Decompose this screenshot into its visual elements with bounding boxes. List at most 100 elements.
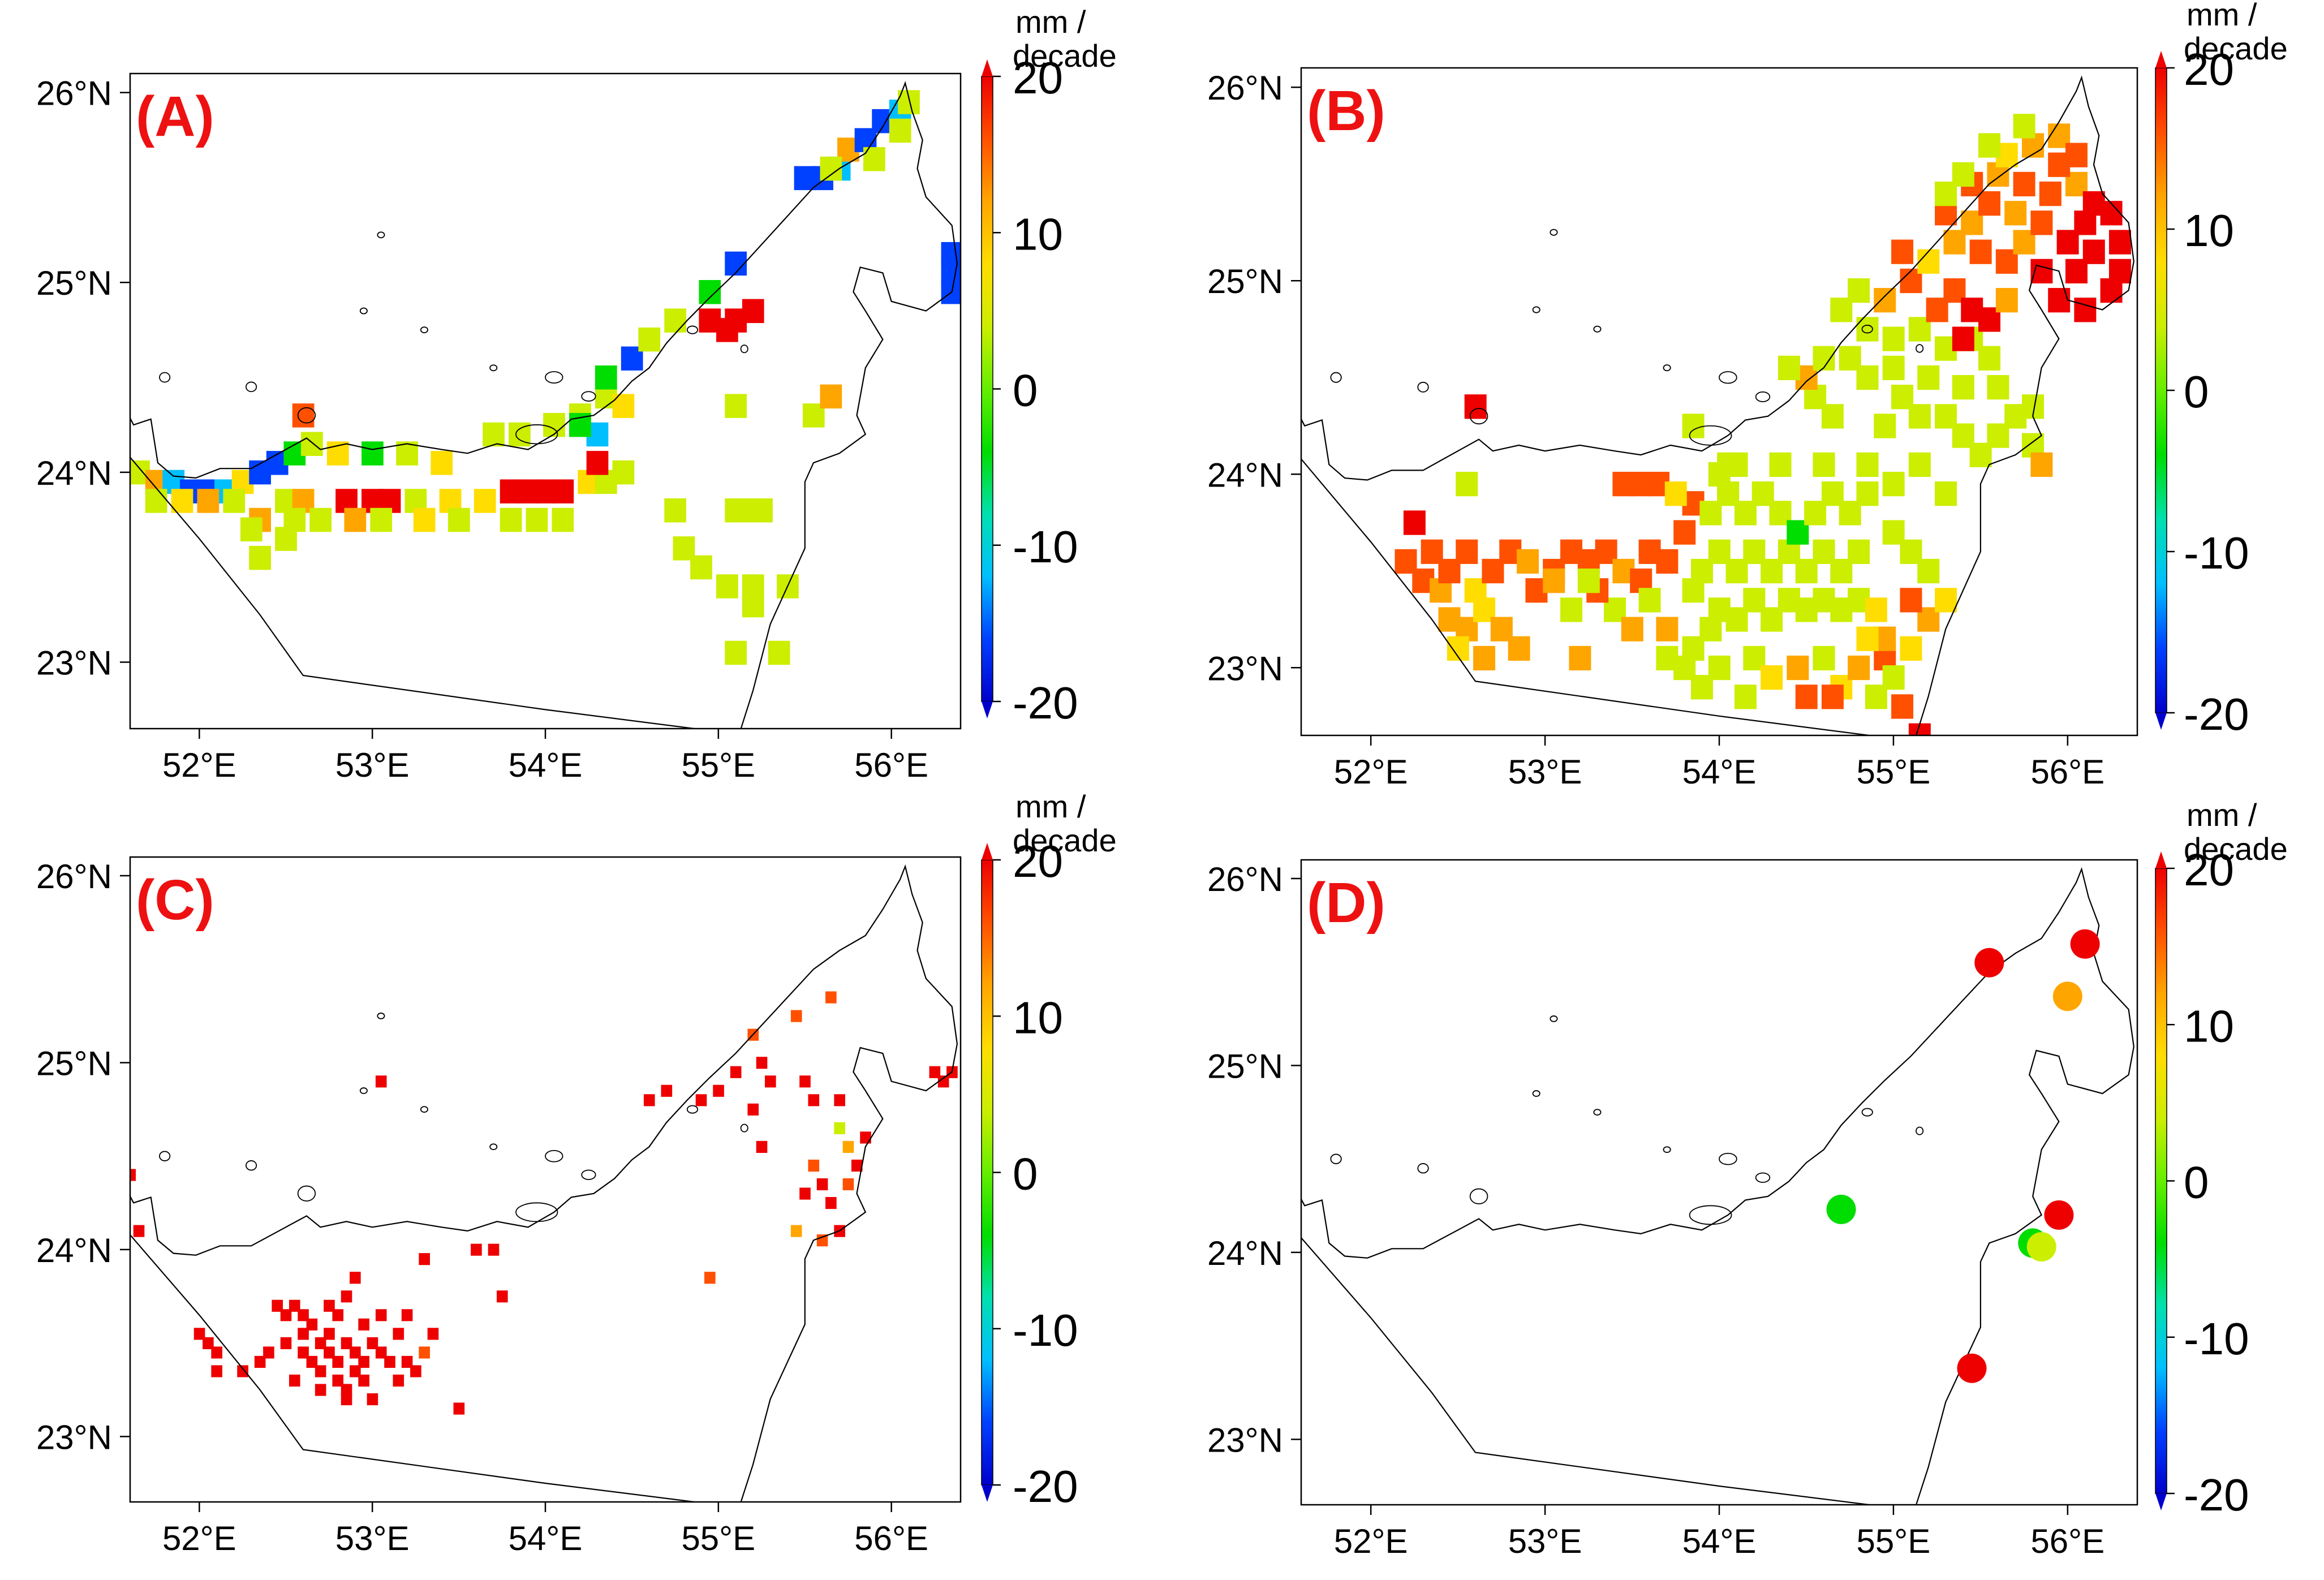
panel-label: (D) [1307,871,1385,935]
grid-cell [1673,520,1696,545]
grid-cell [1891,694,1914,719]
grid-cell [298,1346,309,1359]
grid-cell [2100,201,2123,226]
grid-cell [1682,414,1705,438]
colorbar-tick-label: -10 [1013,522,1078,572]
colorbar-tick-label: 10 [1013,992,1063,1043]
grid-cell [1456,539,1478,564]
grid-cell [358,1374,369,1387]
lat-tick-label: 25°N [36,1044,112,1082]
grid-cell [747,1103,759,1116]
grid-cell [431,451,453,475]
grid-cell [1856,317,1879,342]
map-panel-d: (D) 52°E 53°E 54°E 55°E 56°E 26°N 25°N 24°N 23°N [1207,859,2138,1560]
island-outline [489,1143,498,1151]
grid-cell [1795,684,1818,709]
colorbar-arrow-top [2155,851,2167,868]
colorbar-unit-line1: mm / [1015,789,1086,824]
lon-tick-label: 52°E [1334,1522,1408,1560]
grid-cell [306,1355,318,1368]
grid-cell [790,1225,802,1237]
grid-cell [643,1094,655,1107]
grid-cell [2039,181,2062,206]
island-outline [1532,1090,1540,1097]
grid-cell [358,1318,369,1331]
grid-cell [367,1393,378,1406]
colorbar-gradient [981,859,993,1486]
grid-cell [496,1290,508,1303]
grid-cell [315,1365,326,1377]
grid-cell [1708,655,1731,681]
country-outline [130,864,958,1502]
grid-cell [315,1337,326,1349]
grid-cell [1891,239,1914,264]
grid-cell [543,412,565,437]
grid-cell [595,365,617,390]
island-outline [246,1160,257,1171]
grid-cell [197,489,220,513]
grid-cell [1874,288,1896,313]
island-outline [1719,1152,1737,1165]
colorbar-tick-label: 0 [1013,1149,1038,1199]
grid-cell [661,1084,673,1097]
grid-cell [211,1365,222,1377]
lon-tick-label: 55°E [1857,753,1931,791]
grid-cell [1761,665,1783,690]
grid-cell [825,991,837,1004]
island-outline [1532,306,1540,313]
island-outline [515,1202,558,1222]
grid-cell [2074,298,2097,322]
grid-cell [1978,346,2001,371]
lat-tick-label: 25°N [36,264,112,302]
island-outline [545,1150,563,1163]
colorbar-tick-label: 20 [1013,53,1063,103]
grid-cell [240,517,262,542]
grid-cell [1464,394,1487,419]
colorbar-tick-label: 10 [2184,205,2234,256]
grid-cell [1935,588,1957,613]
grid-cell [367,1337,378,1349]
map-content [130,81,961,729]
grid-cell [1882,665,1905,690]
grid-cell [2030,259,2053,284]
grid-cell [130,1169,136,1181]
grid-cell [1821,404,1844,429]
colorbar-unit-line1: mm / [2187,797,2257,833]
colorbar-unit-line2: decade [2184,831,2288,867]
grid-cell [324,1328,335,1340]
country-outline [1301,867,2134,1505]
lon-tick-label: 54°E [509,746,583,784]
colorbar-tick-label: -20 [2184,1470,2249,1520]
grid-cell [1882,355,1905,381]
grid-cell [1935,481,1957,506]
lat-tick-label: 23°N [36,644,112,682]
colorbar-tick-label: -10 [2184,1314,2249,1364]
grid-cell [344,507,367,532]
colorbar-arrow-top [2155,51,2167,68]
grid-cell [292,403,315,428]
lon-tick-label: 54°E [1682,753,1757,791]
grid-cell [716,318,738,342]
island-outline [1330,372,1342,383]
grid-cell [808,1094,820,1107]
grid-cell [2108,259,2131,284]
grid-cell [742,299,764,324]
island-outline [1689,425,1732,446]
grid-cell [203,1337,214,1349]
island-outline [359,1087,368,1094]
station-point [2044,1200,2074,1230]
grid-cell [1621,617,1643,642]
grid-cell [851,1159,863,1172]
grid-cell [1848,539,1870,564]
island-outline [1861,324,1873,334]
grid-cell [393,1374,404,1387]
grid-cell [2013,114,2035,139]
grid-cell [341,1393,352,1406]
country-outline [1301,75,2134,735]
grid-cell [552,479,574,503]
island-outline [1550,1015,1558,1022]
grid-cell [1769,452,1792,477]
grid-cell [1787,655,1809,681]
island-outline [686,325,699,334]
island-outline [1719,371,1737,384]
